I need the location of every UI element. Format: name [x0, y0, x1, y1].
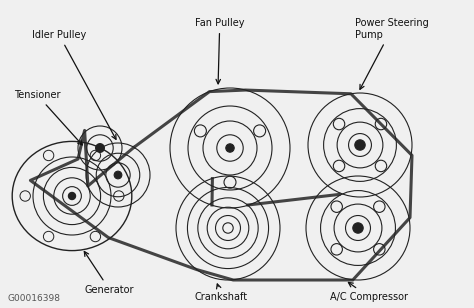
- Circle shape: [355, 140, 365, 150]
- Circle shape: [96, 144, 104, 152]
- Text: Power Steering
Pump: Power Steering Pump: [355, 18, 429, 89]
- Circle shape: [353, 223, 363, 233]
- Text: Generator: Generator: [84, 252, 135, 295]
- Text: G00016398: G00016398: [8, 294, 61, 303]
- Text: Fan Pulley: Fan Pulley: [195, 18, 245, 84]
- Text: Tensioner: Tensioner: [14, 90, 82, 145]
- Circle shape: [68, 192, 76, 200]
- Text: A/C Compressor: A/C Compressor: [330, 282, 408, 302]
- Circle shape: [114, 171, 122, 179]
- Text: Idler Pulley: Idler Pulley: [32, 30, 116, 139]
- Text: Crankshaft: Crankshaft: [195, 284, 248, 302]
- Circle shape: [226, 144, 234, 152]
